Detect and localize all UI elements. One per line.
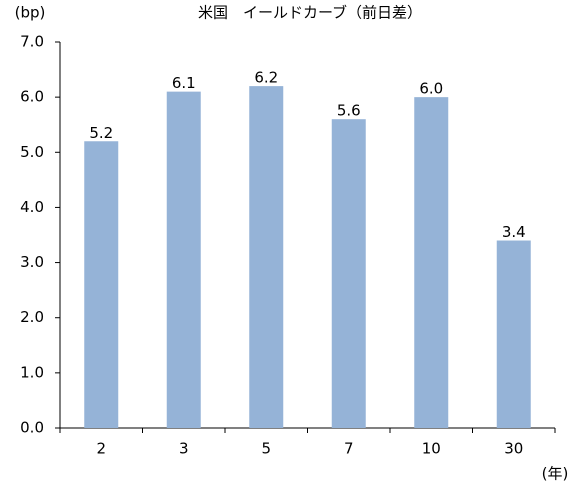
y-tick-label: 0.0 <box>20 419 44 437</box>
data-label: 6.1 <box>172 74 196 92</box>
y-tick-label: 6.0 <box>20 88 44 106</box>
y-tick-label: 4.0 <box>20 198 44 216</box>
x-axis-label: (年) <box>542 465 569 483</box>
data-label: 6.2 <box>254 69 278 87</box>
y-tick-label: 7.0 <box>20 33 44 51</box>
y-tick-label: 1.0 <box>20 363 44 381</box>
x-tick-label: 3 <box>179 440 189 458</box>
x-tick-label: 10 <box>422 440 441 458</box>
data-label: 5.2 <box>89 124 113 142</box>
data-label: 3.4 <box>502 223 526 241</box>
y-tick-label: 5.0 <box>20 143 44 161</box>
y-axis-label: (bp) <box>15 4 46 22</box>
bar <box>331 119 366 428</box>
bar <box>84 141 119 428</box>
chart-title: 米国 イールドカーブ（前日差） <box>198 4 422 22</box>
y-tick-label: 2.0 <box>20 308 44 326</box>
data-label: 5.6 <box>337 102 361 120</box>
y-tick-label: 3.0 <box>20 253 44 271</box>
data-label: 6.0 <box>419 80 443 98</box>
bar <box>496 240 531 428</box>
x-tick-label: 7 <box>344 440 354 458</box>
bar <box>166 91 201 428</box>
x-tick-label: 30 <box>504 440 523 458</box>
x-tick-label: 2 <box>96 440 106 458</box>
bar <box>414 97 449 429</box>
bar <box>249 86 284 428</box>
x-tick-label: 5 <box>261 440 271 458</box>
